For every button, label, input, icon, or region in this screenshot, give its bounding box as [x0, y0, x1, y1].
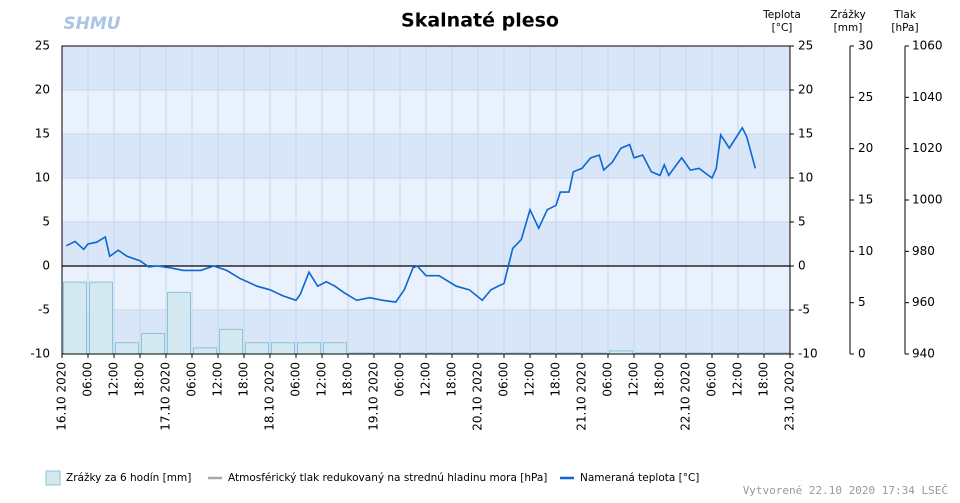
y-tick-label: 15: [35, 127, 50, 141]
y3-tick-label: 940: [912, 347, 935, 361]
y-tick-label: 15: [798, 127, 813, 141]
y2-tick-label: 10: [858, 244, 873, 258]
x-tick-label: 20.10 2020: [471, 362, 485, 431]
plot-frame: [61, 45, 791, 355]
y3-tick-label: 1020: [912, 141, 943, 155]
y2-tick-label: 15: [858, 193, 873, 207]
y-tick-label: 0: [798, 259, 806, 273]
y-tick-label: -10: [798, 347, 818, 361]
bar: [167, 291, 191, 355]
bar: [245, 342, 269, 355]
y2-tick-label: 30: [858, 39, 873, 53]
x-tick-label: 18:00: [237, 362, 251, 397]
y-tick-label: 25: [798, 39, 813, 53]
x-tick-label: 06:00: [185, 362, 199, 397]
y3-tick-label: 1040: [912, 90, 943, 104]
bar: [297, 342, 321, 355]
y-tick-label: -5: [798, 303, 810, 317]
x-tick-label: 18:00: [653, 362, 667, 397]
x-tick-label: 23.10 2020: [783, 362, 797, 431]
y2-tick-label: 0: [858, 347, 866, 361]
x-tick-label: 16.10 2020: [55, 362, 69, 431]
x-tick-label: 06:00: [81, 362, 95, 397]
y-tick-label: 20: [35, 83, 50, 97]
x-tick-label: 18:00: [549, 362, 563, 397]
bar: [193, 347, 217, 355]
x-tick-label: 18:00: [133, 362, 147, 397]
x-tick-label: 12:00: [419, 362, 433, 397]
x-tick-label: 19.10 2020: [367, 362, 381, 431]
y3-tick-label: 980: [912, 244, 935, 258]
axis-title: Teplota: [762, 9, 801, 21]
x-tick-label: 12:00: [315, 362, 329, 397]
x-tick-label: 06:00: [601, 362, 615, 397]
y-tick-label: -5: [38, 303, 50, 317]
legend-swatch: [45, 470, 61, 486]
x-tick-label: 06:00: [705, 362, 719, 397]
legend-label: Nameraná teplota [°C]: [580, 472, 699, 484]
x-tick-label: 12:00: [211, 362, 225, 397]
x-tick-label: 18:00: [341, 362, 355, 397]
bar: [63, 281, 87, 355]
x-tick-label: 17.10 2020: [159, 362, 173, 431]
y-tick-label: 0: [42, 259, 50, 273]
logo: SHMU: [63, 14, 120, 34]
x-tick-label: 12:00: [523, 362, 537, 397]
y-tick-label: 10: [35, 171, 50, 185]
x-tick-label: 18:00: [757, 362, 771, 397]
y-tick-label: 5: [42, 215, 50, 229]
y-tick-label: 5: [798, 215, 806, 229]
axis-title: [°C]: [772, 22, 793, 34]
x-tick-label: 12:00: [731, 362, 745, 397]
x-tick-label: 06:00: [393, 362, 407, 397]
y2-tick-label: 5: [858, 295, 866, 309]
bar: [141, 332, 165, 355]
legend-label: Atmosférický tlak redukovaný na strednú …: [228, 472, 547, 484]
x-tick-label: 21.10 2020: [575, 362, 589, 431]
bar: [323, 342, 347, 355]
x-tick-label: 22.10 2020: [679, 362, 693, 431]
y3-tick-label: 960: [912, 295, 935, 309]
y-tick-label: 25: [35, 39, 50, 53]
x-tick-label: 18:00: [445, 362, 459, 397]
bar: [89, 281, 113, 355]
y3-tick-label: 1000: [912, 193, 943, 207]
x-tick-label: 18.10 2020: [263, 362, 277, 431]
bar: [219, 328, 243, 355]
x-tick-label: 06:00: [497, 362, 511, 397]
chart-title: Skalnaté pleso: [401, 10, 559, 32]
axis-title: [mm]: [834, 22, 863, 34]
axis-title: [hPa]: [891, 22, 918, 34]
y-tick-label: 20: [798, 83, 813, 97]
y-tick-label: 10: [798, 171, 813, 185]
x-tick-label: 12:00: [107, 362, 121, 397]
bar: [115, 342, 139, 355]
y2-tick-label: 20: [858, 141, 873, 155]
bar: [271, 342, 295, 355]
x-tick-label: 06:00: [289, 362, 303, 397]
line: [65, 126, 757, 303]
footer: Vytvorené 22.10 2020 17:34 LSEČ: [743, 484, 948, 497]
y-tick-label: -10: [30, 347, 50, 361]
axis-title: Zrážky: [830, 9, 865, 21]
legend-label: Zrážky za 6 hodín [mm]: [66, 472, 191, 484]
y3-tick-label: 1060: [912, 39, 943, 53]
axis-title: Tlak: [893, 9, 917, 21]
y2-tick-label: 25: [858, 90, 873, 104]
x-tick-label: 12:00: [627, 362, 641, 397]
